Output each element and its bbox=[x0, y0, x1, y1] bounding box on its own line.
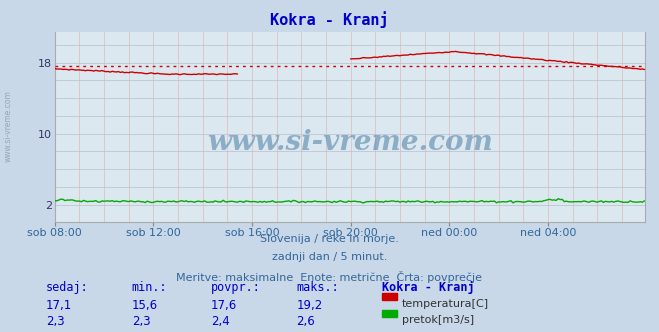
Text: pretok[m3/s]: pretok[m3/s] bbox=[402, 315, 474, 325]
Text: Slovenija / reke in morje.: Slovenija / reke in morje. bbox=[260, 234, 399, 244]
Text: 19,2: 19,2 bbox=[297, 299, 323, 312]
Text: www.si-vreme.com: www.si-vreme.com bbox=[3, 90, 13, 162]
Text: 2,3: 2,3 bbox=[46, 315, 65, 328]
Text: min.:: min.: bbox=[132, 281, 167, 293]
Text: Meritve: maksimalne  Enote: metrične  Črta: povprečje: Meritve: maksimalne Enote: metrične Črta… bbox=[177, 271, 482, 283]
Text: Kokra - Kranj: Kokra - Kranj bbox=[270, 12, 389, 29]
Text: zadnji dan / 5 minut.: zadnji dan / 5 minut. bbox=[272, 252, 387, 262]
Text: sedaj:: sedaj: bbox=[46, 281, 89, 293]
Text: www.si-vreme.com: www.si-vreme.com bbox=[207, 129, 492, 156]
Text: maks.:: maks.: bbox=[297, 281, 339, 293]
Text: Kokra - Kranj: Kokra - Kranj bbox=[382, 281, 475, 293]
Text: 17,6: 17,6 bbox=[211, 299, 237, 312]
Text: temperatura[C]: temperatura[C] bbox=[402, 299, 489, 309]
Text: povpr.:: povpr.: bbox=[211, 281, 261, 293]
Text: 2,3: 2,3 bbox=[132, 315, 150, 328]
Text: 15,6: 15,6 bbox=[132, 299, 158, 312]
Text: 2,4: 2,4 bbox=[211, 315, 229, 328]
Text: 2,6: 2,6 bbox=[297, 315, 315, 328]
Text: 17,1: 17,1 bbox=[46, 299, 72, 312]
